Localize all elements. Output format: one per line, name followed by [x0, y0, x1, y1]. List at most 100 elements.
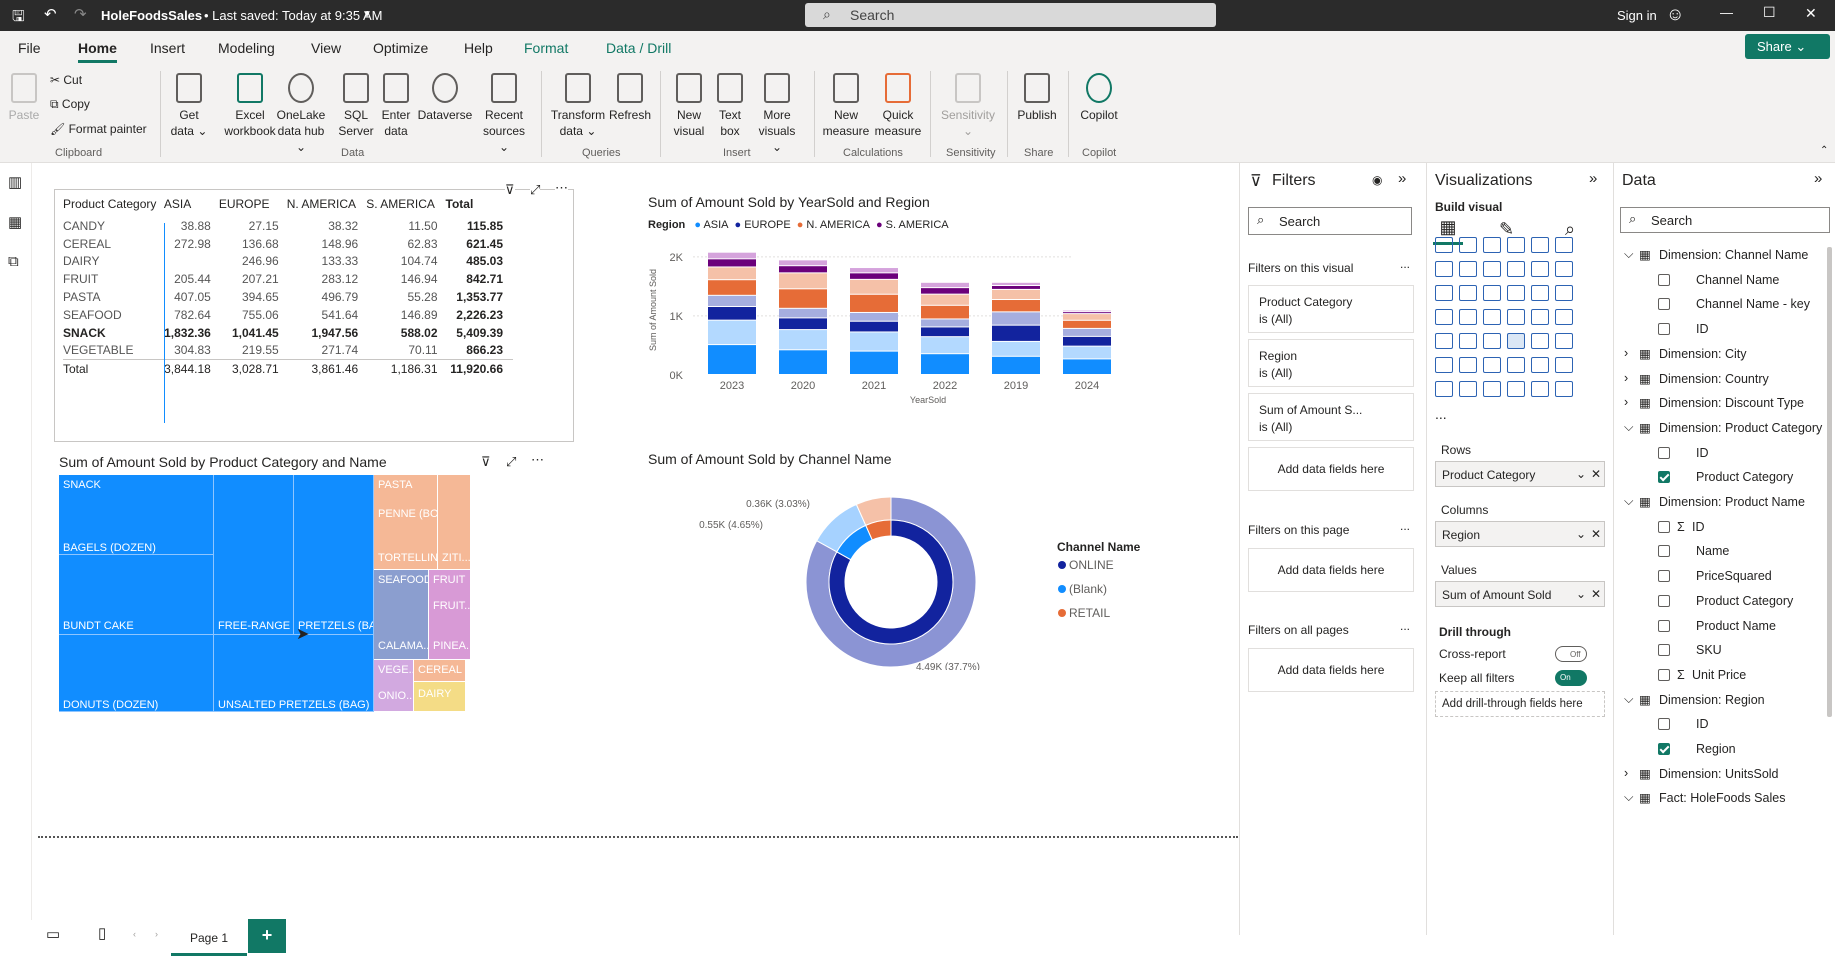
- data-field-item[interactable]: Channel Name: [1614, 272, 1824, 293]
- bar-segment-2022-s-america[interactable]: [921, 288, 969, 294]
- chevron-down-icon[interactable]: ⌄: [1576, 527, 1587, 541]
- matrix-row[interactable]: CEREAL 272.98 136.68 148.96 62.83 621.45: [63, 235, 513, 253]
- data-field-item[interactable]: Channel Name - key: [1614, 296, 1824, 317]
- account-icon[interactable]: ☺: [1666, 4, 1685, 24]
- area-chart-icon[interactable]: [1459, 261, 1477, 277]
- bar-segment-2023-europe[interactable]: [708, 295, 756, 306]
- bar-segment-2019-s-america[interactable]: [992, 286, 1040, 289]
- matrix-column-header[interactable]: N. AMERICA: [286, 197, 357, 211]
- quick-measure-button[interactable]: Quick measure: [872, 73, 924, 139]
- format-painter-button[interactable]: 🖌 Format painter: [50, 122, 147, 136]
- matrix-row[interactable]: PASTA 407.05 394.65 496.79 55.28 1,353.77: [63, 288, 513, 306]
- filter-icon[interactable]: ⊽: [505, 182, 515, 198]
- enter-data-button[interactable]: Enter data: [378, 73, 414, 139]
- chevron-right-icon[interactable]: ›: [1624, 345, 1629, 360]
- desktop-layout-icon[interactable]: ▭: [46, 926, 61, 943]
- bar-segment-2023-s-america[interactable]: [708, 252, 756, 259]
- matrix-row[interactable]: Total 3,844.18 3,028.71 3,861.46 1,186.31 11,…: [63, 358, 513, 378]
- power-apps-icon[interactable]: [1435, 381, 1453, 397]
- bar-segment-2021-europe[interactable]: [850, 321, 898, 332]
- bar-segment-2023-n-america[interactable]: [708, 280, 756, 295]
- next-page-icon[interactable]: ›: [155, 929, 158, 939]
- multirow-card-icon[interactable]: [1555, 309, 1573, 325]
- get-data-button[interactable]: Get data ⌄: [168, 73, 210, 139]
- chevron-down-icon[interactable]: ⌄: [1576, 467, 1587, 481]
- treemap-tile[interactable]: DONUTS (DOZEN): [59, 635, 214, 712]
- data-table-node[interactable]: ⌵ ▦ Dimension: Channel Name: [1614, 247, 1824, 268]
- bar-segment-2023-n-america[interactable]: [708, 267, 756, 280]
- scatter-icon[interactable]: [1483, 285, 1501, 301]
- treemap-tile[interactable]: PRETZELS (BAG): [294, 555, 374, 635]
- collapse-data-icon[interactable]: »: [1814, 170, 1823, 187]
- field-checkbox[interactable]: [1658, 594, 1670, 607]
- tab-view[interactable]: View: [311, 40, 342, 56]
- stacked-bar-chart[interactable]: Sum of Amount Sold by YearSold and Regio…: [648, 189, 1168, 409]
- stacked-bar-icon[interactable]: [1435, 237, 1453, 253]
- data-field-item[interactable]: ID: [1614, 321, 1824, 342]
- tab-data-drill[interactable]: Data / Drill: [606, 40, 672, 56]
- data-field-item[interactable]: Σ Unit Price: [1614, 667, 1824, 688]
- data-field-item[interactable]: Name: [1614, 543, 1824, 564]
- treemap-tile[interactable]: DAIRY: [414, 682, 466, 712]
- matrix-column-header[interactable]: Product Category: [63, 197, 157, 211]
- donut-legend-item[interactable]: ONLINE: [1069, 558, 1114, 572]
- bar-segment-2022-asia[interactable]: [921, 337, 969, 354]
- add-page-filter-well[interactable]: Add data fields here: [1248, 548, 1414, 592]
- line-column-icon[interactable]: [1507, 261, 1525, 277]
- chevron-right-icon[interactable]: ›: [1624, 370, 1629, 385]
- onelake-button[interactable]: OneLake data hub ⌄: [272, 73, 330, 155]
- close-icon[interactable]: ✕: [1805, 5, 1817, 21]
- columns-field-well[interactable]: Region ⌄ ✕: [1435, 521, 1605, 547]
- save-icon[interactable]: 🖫: [12, 8, 25, 25]
- mobile-layout-icon[interactable]: ▯: [98, 925, 107, 942]
- model-view-icon[interactable]: ⧉: [8, 253, 19, 270]
- bar-segment-2020-s-america[interactable]: [779, 260, 827, 266]
- search-box[interactable]: ⌕ Search: [805, 3, 1216, 27]
- collapse-filters-icon[interactable]: »: [1398, 170, 1407, 187]
- tab-format[interactable]: Format: [524, 40, 569, 56]
- bar-segment-2020-s-america[interactable]: [779, 266, 827, 273]
- filter-card-product-category[interactable]: Product Category is (All): [1248, 285, 1414, 333]
- copilot-button[interactable]: Copilot: [1074, 73, 1124, 123]
- data-table-node[interactable]: ⌵ ▦ Fact: HoleFoods Sales: [1614, 790, 1824, 807]
- data-field-item[interactable]: PriceSquared: [1614, 568, 1824, 589]
- data-table-node[interactable]: › ▦ Dimension: Country: [1614, 371, 1824, 392]
- bar-segment-2021-europe[interactable]: [850, 312, 898, 321]
- data-field-item[interactable]: Region: [1614, 741, 1824, 762]
- matrix-column-header[interactable]: ASIA: [163, 197, 192, 211]
- card-icon[interactable]: [1531, 309, 1549, 325]
- clustered-column-icon[interactable]: [1507, 237, 1525, 253]
- add-visual-filter-well[interactable]: Add data fields here: [1248, 447, 1414, 491]
- matrix-row[interactable]: SNACK 1,832.36 1,041.45 1,947.56 588.02 5,409…: [63, 324, 513, 342]
- field-checkbox[interactable]: [1658, 668, 1670, 681]
- copy-button[interactable]: ⧉ Copy: [50, 97, 90, 111]
- data-table-node[interactable]: ⌵ ▦ Dimension: Product Name: [1614, 494, 1824, 515]
- matrix-row[interactable]: DAIRY 246.96 133.33 104.74 485.03: [63, 253, 513, 271]
- filled-map-icon[interactable]: [1459, 309, 1477, 325]
- focus-mode-icon[interactable]: ⤢: [506, 454, 517, 469]
- bar-segment-2021-n-america[interactable]: [850, 294, 898, 312]
- bar-segment-2021-s-america[interactable]: [850, 273, 898, 279]
- treemap-tile[interactable]: FRUIT FRUIT... PINEA...: [429, 570, 471, 660]
- bar-segment-2020-n-america[interactable]: [779, 289, 827, 308]
- bar-segment-2021-s-america[interactable]: [850, 268, 898, 273]
- paste-button[interactable]: Paste: [6, 73, 42, 123]
- bar-segment-2024-n-america[interactable]: [1063, 320, 1111, 328]
- publish-button[interactable]: Publish: [1014, 73, 1060, 123]
- keep-all-filters-toggle[interactable]: On: [1555, 670, 1587, 686]
- filter-icon[interactable]: ⊽: [481, 454, 491, 469]
- trophy-icon[interactable]: [1555, 357, 1573, 373]
- legend-item-s-america[interactable]: ● S. AMERICA: [876, 219, 949, 231]
- bar-segment-2022-s-america[interactable]: [921, 282, 969, 288]
- data-field-item[interactable]: SKU: [1614, 642, 1824, 663]
- stacked-column-icon[interactable]: [1459, 237, 1477, 253]
- remove-field-icon[interactable]: ✕: [1591, 527, 1602, 541]
- 100-column-icon[interactable]: [1555, 237, 1573, 253]
- field-checkbox[interactable]: [1658, 520, 1670, 533]
- bar-segment-2023-asia[interactable]: [708, 320, 756, 345]
- more-options-icon[interactable]: ⋯: [555, 180, 568, 196]
- bar-segment-2022-europe[interactable]: [921, 327, 969, 337]
- donut-legend-item[interactable]: (Blank): [1069, 582, 1107, 596]
- more-options-icon[interactable]: ⋯: [531, 452, 544, 467]
- treemap-tile[interactable]: PASTA PENNE (BOX) TORTELLINI...: [374, 475, 438, 570]
